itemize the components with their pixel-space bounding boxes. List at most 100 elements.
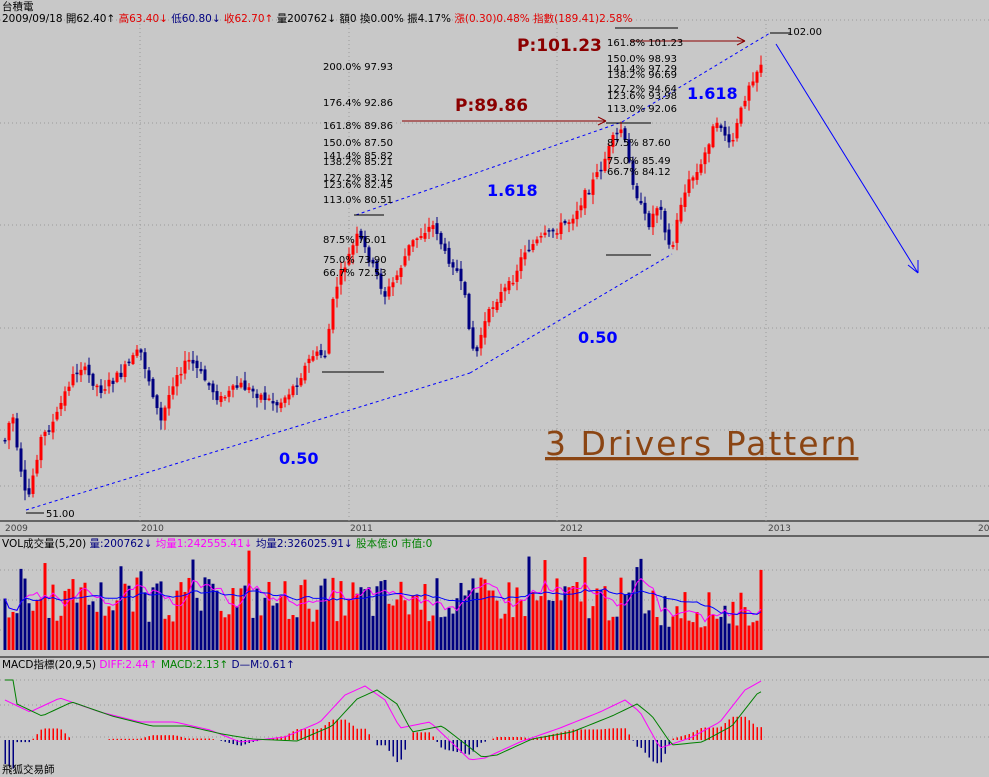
volume-bar [327, 600, 331, 650]
volume-bar [583, 557, 587, 650]
volume-bar [379, 581, 383, 650]
candle-body [655, 208, 659, 216]
macd-histogram-bar [4, 740, 6, 764]
macd-histogram-bar [616, 728, 618, 740]
volume-bar [651, 590, 655, 650]
candle-body [587, 192, 591, 195]
candle-body [23, 469, 27, 491]
volume-bar [499, 618, 503, 650]
candle-body [115, 372, 119, 382]
macd-histogram-bar [344, 719, 346, 740]
volume-bar [555, 578, 559, 650]
app-footer: 飛狐交易師 [2, 764, 55, 776]
candle-body [379, 273, 383, 289]
volume-bar [311, 621, 315, 650]
candle-body [111, 380, 115, 384]
fib-level-label: 123.6% 82.45 [323, 180, 393, 191]
volume-bar [51, 584, 55, 650]
macd-histogram-bar [684, 735, 686, 740]
candle-body [383, 291, 387, 297]
macd-histogram-bar [748, 720, 750, 740]
candle-body [191, 359, 195, 364]
candle-body [603, 158, 607, 171]
volume-bar [239, 588, 243, 650]
volume-bar [91, 601, 95, 650]
macd-histogram-bar [364, 728, 366, 740]
candle-body [475, 347, 479, 352]
candle-body [35, 459, 39, 474]
candle-body [223, 396, 227, 399]
candle-body [63, 391, 67, 406]
candle-body [159, 407, 163, 421]
candle-body [119, 372, 123, 378]
volume-bar [579, 601, 583, 650]
candle-body [95, 385, 99, 388]
ratio-label: 1.618 [687, 84, 738, 103]
candle-body [507, 281, 511, 291]
candle-body [307, 358, 311, 364]
macd-histogram-bar [580, 729, 582, 740]
volume-bar [131, 611, 135, 650]
macd-histogram-bar [756, 727, 758, 740]
macd-histogram-bar [140, 738, 142, 740]
macd-histogram-bar [620, 728, 622, 740]
candle-body [703, 152, 707, 165]
macd-histogram-bar [740, 716, 742, 740]
candle-body [355, 233, 359, 246]
macd-histogram-bar [424, 732, 426, 740]
fib-level-label: 75.0% 73.90 [323, 255, 387, 266]
candle-body [395, 275, 399, 280]
volume-bar [495, 600, 499, 650]
candle-body [327, 328, 331, 354]
macd-histogram-bar [356, 728, 358, 740]
candle-body [575, 210, 579, 220]
macd-histogram-bar [280, 736, 282, 740]
volume-bars [3, 550, 763, 650]
volume-bar [695, 612, 699, 650]
quote-change: 漲(0.30)0.48% [454, 13, 530, 25]
volume-title: VOL成交量(5,20) [2, 538, 87, 550]
stock-title: 台積電 [2, 1, 34, 13]
macd-histogram-bar [148, 736, 150, 740]
candle-body [171, 386, 175, 395]
macd-histogram-bar [576, 729, 578, 740]
macd-histogram-bar [348, 722, 350, 740]
volume-bar [67, 588, 71, 650]
macd-histogram-bar [612, 728, 614, 740]
candle-body [51, 421, 55, 433]
candle-body [531, 244, 535, 251]
candle-body [671, 245, 675, 247]
fib-level-label: 127.2% 94.64 [607, 84, 677, 95]
candle-body [147, 370, 151, 382]
candle-body [567, 222, 571, 224]
candle-body [107, 379, 111, 387]
macd-signal-line [5, 679, 762, 758]
candle-body [367, 247, 371, 263]
candle-body [87, 364, 91, 376]
candle-body [219, 396, 223, 403]
candle-body [203, 369, 207, 381]
fib-level-label: 150.0% 98.93 [607, 54, 677, 65]
macd-histogram-bar [244, 740, 246, 745]
macd-histogram-bar [304, 729, 306, 740]
macd-histogram-bar [624, 728, 626, 740]
candle-body [635, 185, 639, 199]
volume-bar [139, 571, 143, 650]
volume-bar [59, 615, 63, 650]
volume-bar [227, 614, 231, 650]
macd-histogram-bar [112, 738, 114, 740]
volume-bar [203, 577, 207, 650]
volume-bar [191, 559, 195, 650]
macd-histogram-bar [524, 737, 526, 740]
pattern-trendline-lower [25, 372, 471, 511]
volume-ma2-line [4, 588, 762, 615]
volume-bar [87, 604, 91, 650]
macd-histogram-bar [720, 726, 722, 740]
quote-turnover: 換0.00% [359, 13, 404, 25]
candle-body [199, 368, 203, 372]
candle-body [251, 388, 255, 392]
volume-bar [479, 577, 483, 650]
macd-histogram-bar [392, 740, 394, 757]
volume-bar [363, 589, 367, 650]
